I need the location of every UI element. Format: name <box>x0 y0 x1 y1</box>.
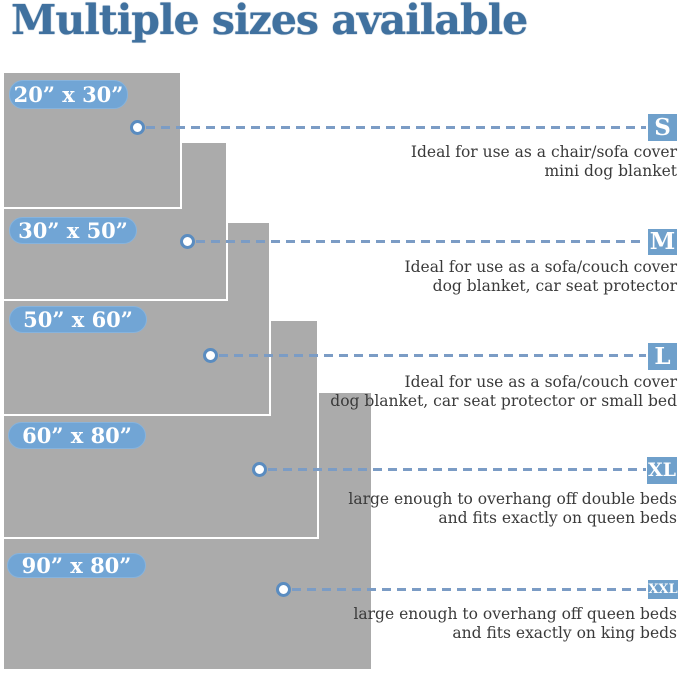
size-label-l: 50” x 60” <box>9 306 147 333</box>
size-description-line: and fits exactly on queen beds <box>438 509 677 527</box>
connector-dot-l <box>203 348 218 363</box>
connector-line-s <box>146 126 646 129</box>
size-description-line: and fits exactly on king beds <box>452 624 677 642</box>
page-title: Multiple sizes available <box>11 0 528 44</box>
size-description-line: dog blanket, car seat protector <box>432 277 677 295</box>
connector-line-xxl <box>292 588 646 591</box>
size-description-l: Ideal for use as a sofa/couch cover dog … <box>257 373 677 411</box>
size-label-xxl: 90” x 80” <box>7 553 146 578</box>
size-description-line: Ideal for use as a sofa/couch cover <box>404 373 678 391</box>
connector-line-m <box>196 240 646 243</box>
size-description-line: mini dog blanket <box>544 162 677 180</box>
connector-dot-m <box>180 234 195 249</box>
size-label-s: 20” x 30” <box>9 80 128 109</box>
size-label-xl: 60” x 80” <box>8 422 146 449</box>
size-description-s: Ideal for use as a chair/sofa cover mini… <box>257 143 677 181</box>
connector-dot-s <box>130 120 145 135</box>
size-description-line: Ideal for use as a chair/sofa cover <box>410 143 677 161</box>
connector-dot-xl <box>252 462 267 477</box>
size-description-line: Ideal for use as a sofa/couch cover <box>404 258 678 276</box>
size-description-line: large enough to overhang off double beds <box>348 490 677 508</box>
connector-line-xl <box>268 468 646 471</box>
size-code-badge-s: S <box>648 114 677 141</box>
size-description-xxl: large enough to overhang off queen beds … <box>257 605 677 643</box>
connector-line-l <box>219 354 646 357</box>
size-label-m: 30” x 50” <box>9 217 137 244</box>
connector-dot-xxl <box>276 582 291 597</box>
size-code-badge-l: L <box>648 343 677 370</box>
size-description-xl: large enough to overhang off double beds… <box>257 490 677 528</box>
size-description-line: dog blanket, car seat protector or small… <box>330 392 677 410</box>
size-description-m: Ideal for use as a sofa/couch cover dog … <box>257 258 678 296</box>
size-code-badge-xl: XL <box>647 457 677 484</box>
size-code-badge-xxl: XXL <box>648 580 678 599</box>
size-description-line: large enough to overhang off queen beds <box>353 605 677 623</box>
size-code-badge-m: M <box>648 228 677 255</box>
